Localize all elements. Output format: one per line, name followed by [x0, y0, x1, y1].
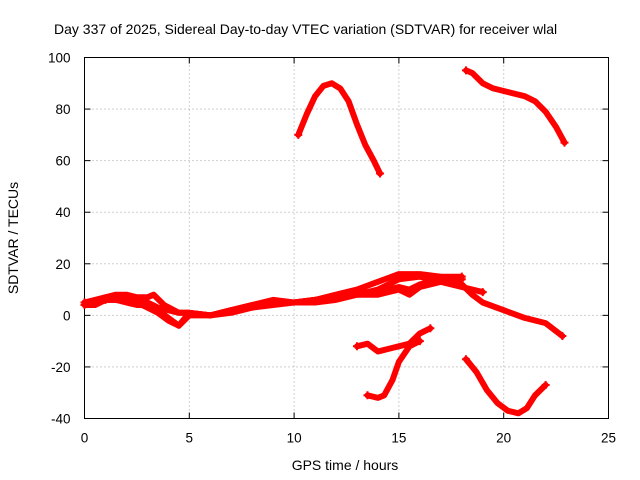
y-tick-label: -20 [51, 360, 71, 375]
data-point [457, 275, 466, 284]
x-tick-label: 10 [287, 431, 302, 446]
x-axis-label: GPS time / hours [292, 457, 399, 473]
x-tick-label: 0 [81, 431, 89, 446]
y-axis-label: SDTVAR / TECUs [5, 182, 21, 294]
x-tick-label: 5 [186, 431, 194, 446]
series-negative-arc [463, 356, 549, 417]
y-tick-label: 20 [55, 257, 70, 272]
data-point [461, 66, 470, 75]
series-negative-upper [354, 325, 434, 355]
plot-frame [84, 57, 609, 419]
series-day-peak [295, 80, 383, 177]
data-point [294, 130, 303, 139]
y-tick-label: 80 [55, 102, 70, 117]
data-point [376, 169, 385, 178]
data-point [415, 337, 424, 346]
x-tick-label: 20 [496, 431, 511, 446]
x-tick-label: 25 [601, 431, 616, 446]
y-tick-label: 100 [48, 51, 71, 66]
data-point [558, 331, 567, 340]
data-point [560, 138, 569, 147]
data-point [352, 342, 361, 351]
chart-title: Day 337 of 2025, Sidereal Day-to-day VTE… [54, 21, 557, 37]
series-negative-hook [364, 338, 423, 401]
series-upper-right [463, 67, 568, 146]
data-point [80, 298, 89, 307]
y-tick-label: 60 [55, 154, 70, 169]
x-tick-label: 15 [391, 431, 406, 446]
data-point [541, 380, 550, 389]
y-tick-label: 40 [55, 205, 70, 220]
data-point [363, 391, 372, 400]
data-point [478, 288, 487, 297]
series-baseline-d [102, 278, 486, 319]
tick-layer: 0 5 10 15 20 25 -40 -20 0 20 40 60 80 100 [48, 51, 616, 446]
y-tick-label: 0 [63, 308, 71, 323]
data-point [426, 324, 435, 333]
series-layer [80, 66, 569, 417]
data-point [461, 355, 470, 364]
grid-layer [84, 57, 609, 419]
y-tick-label: -40 [51, 412, 71, 427]
data-point [101, 295, 110, 304]
